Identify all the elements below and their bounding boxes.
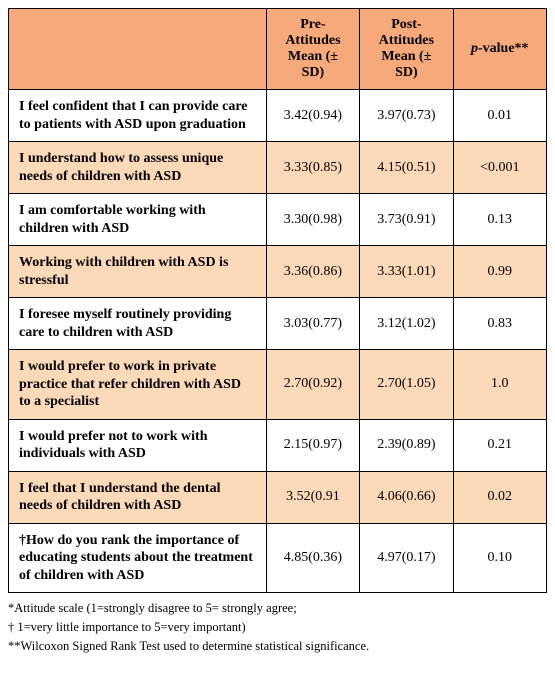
header-pvalue: p-value** [453, 9, 546, 90]
pre-cell: 3.03(0.77) [266, 298, 359, 350]
table-body: I feel confident that I can provide care… [9, 90, 547, 593]
pvalue-cell: 0.13 [453, 194, 546, 246]
post-cell: 3.33(1.01) [360, 246, 453, 298]
pre-cell: 3.33(0.85) [266, 142, 359, 194]
post-cell: 2.70(1.05) [360, 350, 453, 420]
pre-cell: 3.52(0.91 [266, 471, 359, 523]
table-row: Working with children with ASD is stress… [9, 246, 547, 298]
pre-cell: 2.70(0.92) [266, 350, 359, 420]
pvalue-cell: 0.10 [453, 523, 546, 593]
post-cell: 3.73(0.91) [360, 194, 453, 246]
statement-cell: I foresee myself routinely providing car… [9, 298, 267, 350]
pre-cell: 4.85(0.36) [266, 523, 359, 593]
pvalue-suffix: -value** [478, 41, 529, 56]
table-row: I foresee myself routinely providing car… [9, 298, 547, 350]
statement-cell: I feel that I understand the dental need… [9, 471, 267, 523]
post-cell: 4.15(0.51) [360, 142, 453, 194]
pvalue-cell: 0.02 [453, 471, 546, 523]
pvalue-cell: 0.83 [453, 298, 546, 350]
pre-cell: 3.30(0.98) [266, 194, 359, 246]
table-row: I feel confident that I can provide care… [9, 90, 547, 142]
pvalue-cell: 0.21 [453, 419, 546, 471]
statement-cell: I am comfortable working with children w… [9, 194, 267, 246]
header-pre: Pre-Attitudes Mean (± SD) [266, 9, 359, 90]
table-row: I understand how to assess unique needs … [9, 142, 547, 194]
post-cell: 2.39(0.89) [360, 419, 453, 471]
table-row: †How do you rank the importance of educa… [9, 523, 547, 593]
pvalue-cell: 0.99 [453, 246, 546, 298]
pre-cell: 3.36(0.86) [266, 246, 359, 298]
post-cell: 4.97(0.17) [360, 523, 453, 593]
footnotes: *Attitude scale (1=strongly disagree to … [8, 599, 547, 655]
header-blank [9, 9, 267, 90]
attitudes-table: Pre-Attitudes Mean (± SD) Post-Attitudes… [8, 8, 547, 593]
pre-cell: 2.15(0.97) [266, 419, 359, 471]
pvalue-cell: 1.0 [453, 350, 546, 420]
post-cell: 4.06(0.66) [360, 471, 453, 523]
pvalue-cell: 0.01 [453, 90, 546, 142]
footnote-2: † 1=very little importance to 5=very imp… [8, 618, 547, 637]
table-row: I would prefer to work in private practi… [9, 350, 547, 420]
header-post: Post-Attitudes Mean (± SD) [360, 9, 453, 90]
statement-cell: I understand how to assess unique needs … [9, 142, 267, 194]
pvalue-cell: <0.001 [453, 142, 546, 194]
table-row: I feel that I understand the dental need… [9, 471, 547, 523]
post-cell: 3.97(0.73) [360, 90, 453, 142]
table-row: I would prefer not to work with individu… [9, 419, 547, 471]
pvalue-p: p [471, 41, 478, 56]
pre-cell: 3.42(0.94) [266, 90, 359, 142]
table-row: I am comfortable working with children w… [9, 194, 547, 246]
footnote-3: **Wilcoxon Signed Rank Test used to dete… [8, 637, 547, 656]
statement-cell: I would prefer not to work with individu… [9, 419, 267, 471]
statement-cell: Working with children with ASD is stress… [9, 246, 267, 298]
statement-cell: †How do you rank the importance of educa… [9, 523, 267, 593]
statement-cell: I feel confident that I can provide care… [9, 90, 267, 142]
post-cell: 3.12(1.02) [360, 298, 453, 350]
footnote-1: *Attitude scale (1=strongly disagree to … [8, 599, 547, 618]
statement-cell: I would prefer to work in private practi… [9, 350, 267, 420]
